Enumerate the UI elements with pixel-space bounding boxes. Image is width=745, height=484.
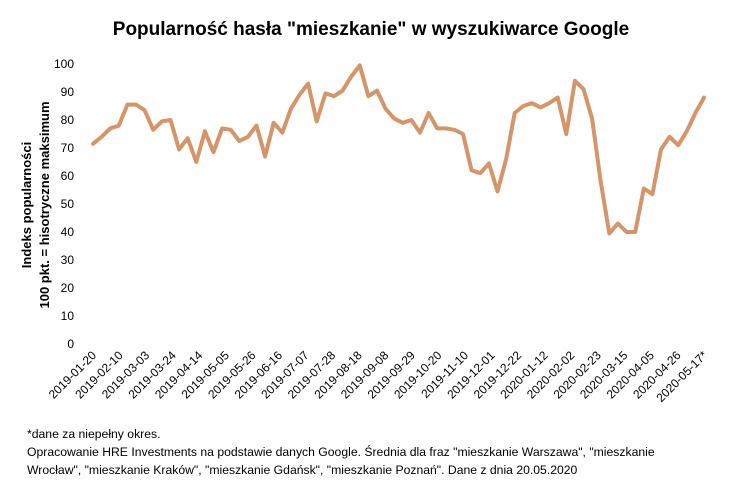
chart-title: Popularność hasła "mieszkanie" w wyszuki…: [113, 19, 629, 40]
y-tick-label: 80: [61, 113, 75, 127]
y-tick-label: 60: [61, 169, 75, 183]
x-axis-ticks: 2019-01-202019-02-102019-03-032019-03-24…: [46, 348, 711, 405]
y-axis-label-line1: Indeks popularności: [19, 142, 34, 268]
y-tick-label: 20: [61, 281, 75, 295]
y-axis-label-line2: 100 pkt. = hisotryczne maksimum: [37, 101, 52, 308]
y-tick-label: 100: [54, 57, 74, 71]
footnote-source-2: Wrocław", "mieszkanie Kraków", "mieszkan…: [27, 463, 578, 477]
series-line: [91, 63, 706, 236]
y-tick-label: 10: [61, 309, 75, 323]
y-tick-label: 90: [61, 85, 75, 99]
y-axis-ticks: 0 10 20 30 40 50 60 70 80 90 100: [54, 57, 74, 351]
footnote-incomplete: *dane za niepełny okres.: [27, 427, 161, 441]
y-tick-label: 40: [61, 225, 75, 239]
y-tick-label: 0: [67, 337, 74, 351]
series-layer: [91, 63, 706, 236]
y-tick-label: 50: [61, 197, 75, 211]
y-tick-label: 70: [61, 141, 75, 155]
footnote-source-1: Opracowanie HRE Investments na podstawie…: [27, 445, 655, 459]
y-tick-label: 30: [61, 253, 75, 267]
